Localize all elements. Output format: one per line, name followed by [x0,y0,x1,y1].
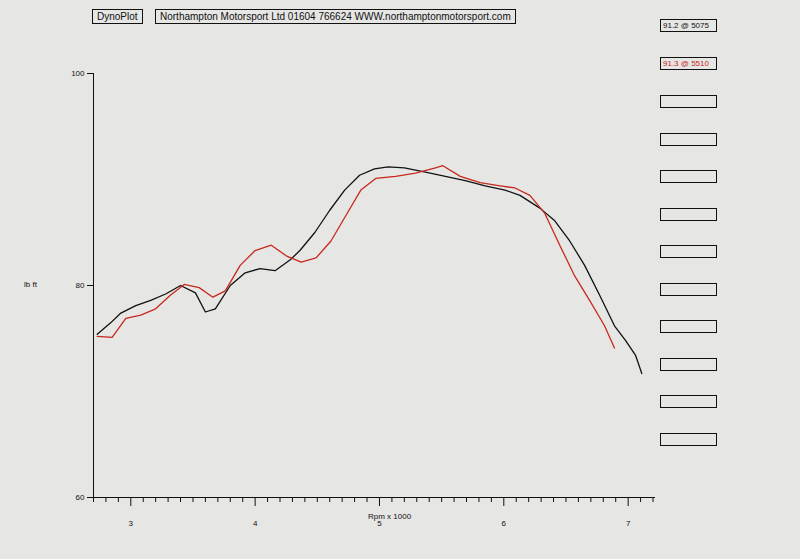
svg-text:4: 4 [253,519,258,528]
html-text:lb ft: lb ft [24,280,37,289]
svg-text:7: 7 [626,519,631,528]
svg-text:100: 100 [71,69,85,78]
html-text:91.2 @ 5075: 91.2 @ 5075 [663,21,709,30]
html-text:Rpm x 1000: Rpm x 1000 [368,512,412,521]
html-text:91.3 @ 5510: 91.3 @ 5510 [663,59,709,68]
html-text:Northampton Motorsport Ltd 016: Northampton Motorsport Ltd 01604 766624 … [160,11,511,22]
svg-text:3: 3 [129,519,134,528]
svg-text:6: 6 [502,519,507,528]
svg-text:80: 80 [76,281,85,290]
svg-text:5: 5 [377,519,382,529]
html-text:DynoPlot: DynoPlot [97,11,138,22]
svg-text:60: 60 [76,493,85,502]
